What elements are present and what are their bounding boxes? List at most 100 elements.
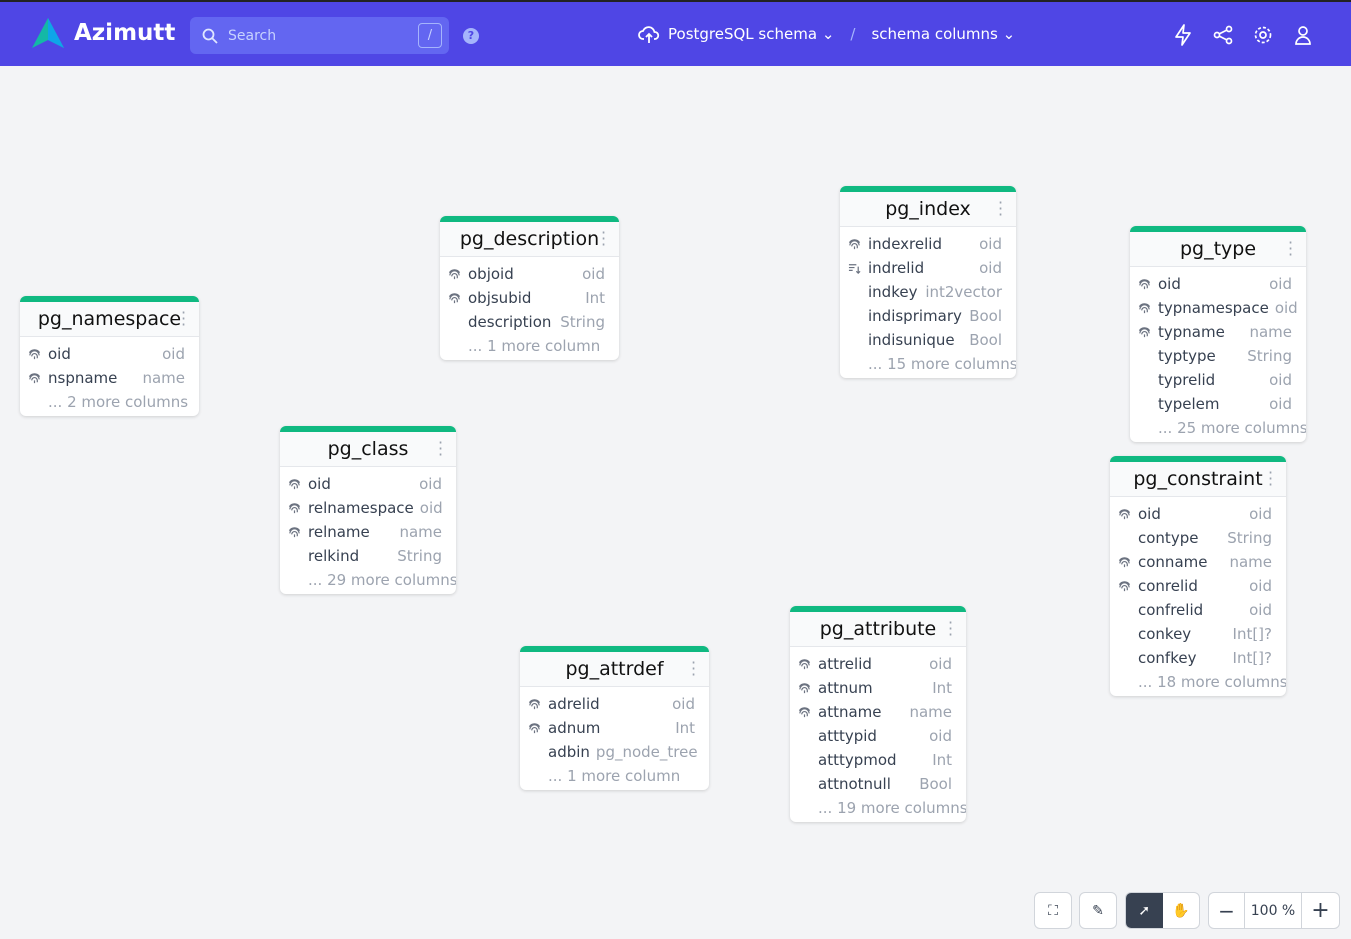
table-header[interactable]: pg_index · · · xyxy=(840,192,1016,227)
column-row[interactable]: indrelid oid xyxy=(840,256,1016,280)
table-menu-icon[interactable]: · · · xyxy=(601,223,607,254)
column-row[interactable]: typname name xyxy=(1130,320,1306,344)
table-header[interactable]: pg_description · · · xyxy=(440,222,619,257)
share-icon[interactable] xyxy=(1213,23,1233,47)
column-row[interactable]: oid oid xyxy=(280,472,456,496)
column-row[interactable]: relname name xyxy=(280,520,456,544)
more-columns-link[interactable]: ... 1 more column xyxy=(468,337,601,355)
more-columns-link[interactable]: ... 1 more column xyxy=(548,767,681,785)
no-icon xyxy=(1138,349,1158,363)
app-logo[interactable]: Azimutt xyxy=(32,18,175,48)
top-navbar: Azimutt Search / ? PostgreSQL schema ⌄ /… xyxy=(0,0,1351,66)
app-name: Azimutt xyxy=(74,20,176,46)
column-row[interactable]: adnum Int xyxy=(520,716,709,740)
more-columns-link[interactable]: ... 19 more columns xyxy=(818,799,966,817)
table-pg-namespace[interactable]: pg_namespace · · ·oid oid nspname name ... 2 mo… xyxy=(20,296,199,416)
column-row[interactable]: typrelid oid xyxy=(1130,368,1306,392)
table-menu-icon[interactable]: · · · xyxy=(998,193,1004,224)
column-row[interactable]: conname name xyxy=(1110,550,1286,574)
column-row[interactable]: nspname name xyxy=(20,366,199,390)
table-pg-attribute[interactable]: pg_attribute · · · attrelid oid attnum Int attna… xyxy=(790,606,966,822)
table-menu-icon[interactable]: · · · xyxy=(1288,233,1294,264)
column-row[interactable]: oid oid xyxy=(1130,272,1306,296)
column-row[interactable]: contype String xyxy=(1110,526,1286,550)
column-type: Bool xyxy=(969,307,1002,325)
fit-to-screen-button[interactable]: ⛶ xyxy=(1034,892,1072,929)
project-selector[interactable]: PostgreSQL schema ⌄ xyxy=(668,25,834,43)
column-row[interactable]: adrelid oid xyxy=(520,692,709,716)
column-row[interactable]: objoid oid xyxy=(440,262,619,286)
fingerprint-icon xyxy=(1138,277,1158,291)
table-menu-icon[interactable]: · · · xyxy=(438,433,444,464)
column-name: adrelid xyxy=(548,695,600,713)
more-columns-link[interactable]: ... 15 more columns xyxy=(868,355,1016,373)
column-type: oid xyxy=(1249,577,1272,595)
column-row[interactable]: oid oid xyxy=(1110,502,1286,526)
fingerprint-icon xyxy=(528,697,548,711)
help-icon[interactable]: ? xyxy=(463,28,479,44)
more-columns-link[interactable]: ... 25 more columns xyxy=(1158,419,1306,437)
select-mode-button[interactable]: ➚ xyxy=(1126,893,1163,928)
column-row[interactable]: typtype String xyxy=(1130,344,1306,368)
column-name: oid xyxy=(1158,275,1181,293)
table-pg-constraint[interactable]: pg_constraint · · · oid oid contype String conna… xyxy=(1110,456,1286,696)
column-name: indisunique xyxy=(868,331,955,349)
column-row[interactable]: objsubid Int xyxy=(440,286,619,310)
column-row[interactable]: attnum Int xyxy=(790,676,966,700)
column-row[interactable]: confkey Int[]? xyxy=(1110,646,1286,670)
column-row[interactable]: confrelid oid xyxy=(1110,598,1286,622)
zoom-in-button[interactable]: + xyxy=(1311,898,1330,923)
table-pg-description[interactable]: pg_description · · · objoid oid objsubid Int des… xyxy=(440,216,619,360)
column-row[interactable]: attname name xyxy=(790,700,966,724)
table-pg-attrdef[interactable]: pg_attrdef · · · adrelid oid adnum Int adbin pg_n… xyxy=(520,646,709,790)
table-name: pg_index xyxy=(885,198,971,220)
column-row[interactable]: atttypid oid xyxy=(790,724,966,748)
zoom-out-button[interactable]: − xyxy=(1209,893,1245,928)
column-name: conname xyxy=(1138,553,1208,571)
column-row[interactable]: attnotnull Bool xyxy=(790,772,966,796)
fingerprint-icon xyxy=(798,657,818,671)
layout-selector[interactable]: schema columns ⌄ xyxy=(871,25,1015,43)
table-pg-index[interactable]: pg_index · · · indexrelid oid indrelid oid indke… xyxy=(840,186,1016,378)
table-header[interactable]: pg_class · · · xyxy=(280,432,456,467)
column-row[interactable]: typnamespace oid xyxy=(1130,296,1306,320)
column-row[interactable]: relkind String xyxy=(280,544,456,568)
gear-icon[interactable] xyxy=(1253,23,1273,47)
user-icon[interactable] xyxy=(1293,23,1313,47)
table-menu-icon[interactable]: · · · xyxy=(691,653,697,684)
table-header[interactable]: pg_type · · · xyxy=(1130,232,1306,267)
more-columns-link[interactable]: ... 18 more columns xyxy=(1138,673,1286,691)
column-row[interactable]: indkey int2vector xyxy=(840,280,1016,304)
zoom-level[interactable]: 100 % xyxy=(1245,893,1302,928)
column-row[interactable]: conkey Int[]? xyxy=(1110,622,1286,646)
table-pg-type[interactable]: pg_type · · · oid oid typnamespace oid typname na… xyxy=(1130,226,1306,442)
column-row[interactable]: indisprimary Bool xyxy=(840,304,1016,328)
pan-mode-button[interactable]: ✋ xyxy=(1163,893,1200,928)
table-header[interactable]: pg_namespace · · · xyxy=(20,302,199,337)
column-row[interactable]: indexrelid oid xyxy=(840,232,1016,256)
table-header[interactable]: pg_attribute · · · xyxy=(790,612,966,647)
table-menu-icon[interactable]: · · · xyxy=(948,613,954,644)
table-header[interactable]: pg_attrdef · · · xyxy=(520,652,709,687)
table-menu-icon[interactable]: · · · xyxy=(1268,463,1274,494)
search-input[interactable]: Search / xyxy=(190,17,449,54)
column-row[interactable]: relnamespace oid xyxy=(280,496,456,520)
breadcrumb: PostgreSQL schema ⌄ / schema columns ⌄ xyxy=(638,24,1015,44)
column-type: oid xyxy=(1269,395,1292,413)
more-columns-link[interactable]: ... 29 more columns xyxy=(308,571,456,589)
azimutt-logo-icon xyxy=(32,18,64,48)
table-header[interactable]: pg_constraint · · · xyxy=(1110,462,1286,497)
column-row[interactable]: attrelid oid xyxy=(790,652,966,676)
more-columns-link[interactable]: ... 2 more columns xyxy=(48,393,189,411)
edit-button[interactable]: ✎ xyxy=(1079,892,1117,929)
column-row[interactable]: description String xyxy=(440,310,619,334)
column-row[interactable]: indisunique Bool xyxy=(840,328,1016,352)
table-menu-icon[interactable]: · · · xyxy=(181,303,187,334)
lightning-icon[interactable] xyxy=(1173,23,1193,47)
table-pg-class[interactable]: pg_class · · · oid oid relnamespace oid relname n… xyxy=(280,426,456,594)
column-row[interactable]: atttypmod Int xyxy=(790,748,966,772)
column-row[interactable]: adbin pg_node_tree xyxy=(520,740,709,764)
column-row[interactable]: oid oid xyxy=(20,342,199,366)
column-row[interactable]: typelem oid xyxy=(1130,392,1306,416)
column-row[interactable]: conrelid oid xyxy=(1110,574,1286,598)
